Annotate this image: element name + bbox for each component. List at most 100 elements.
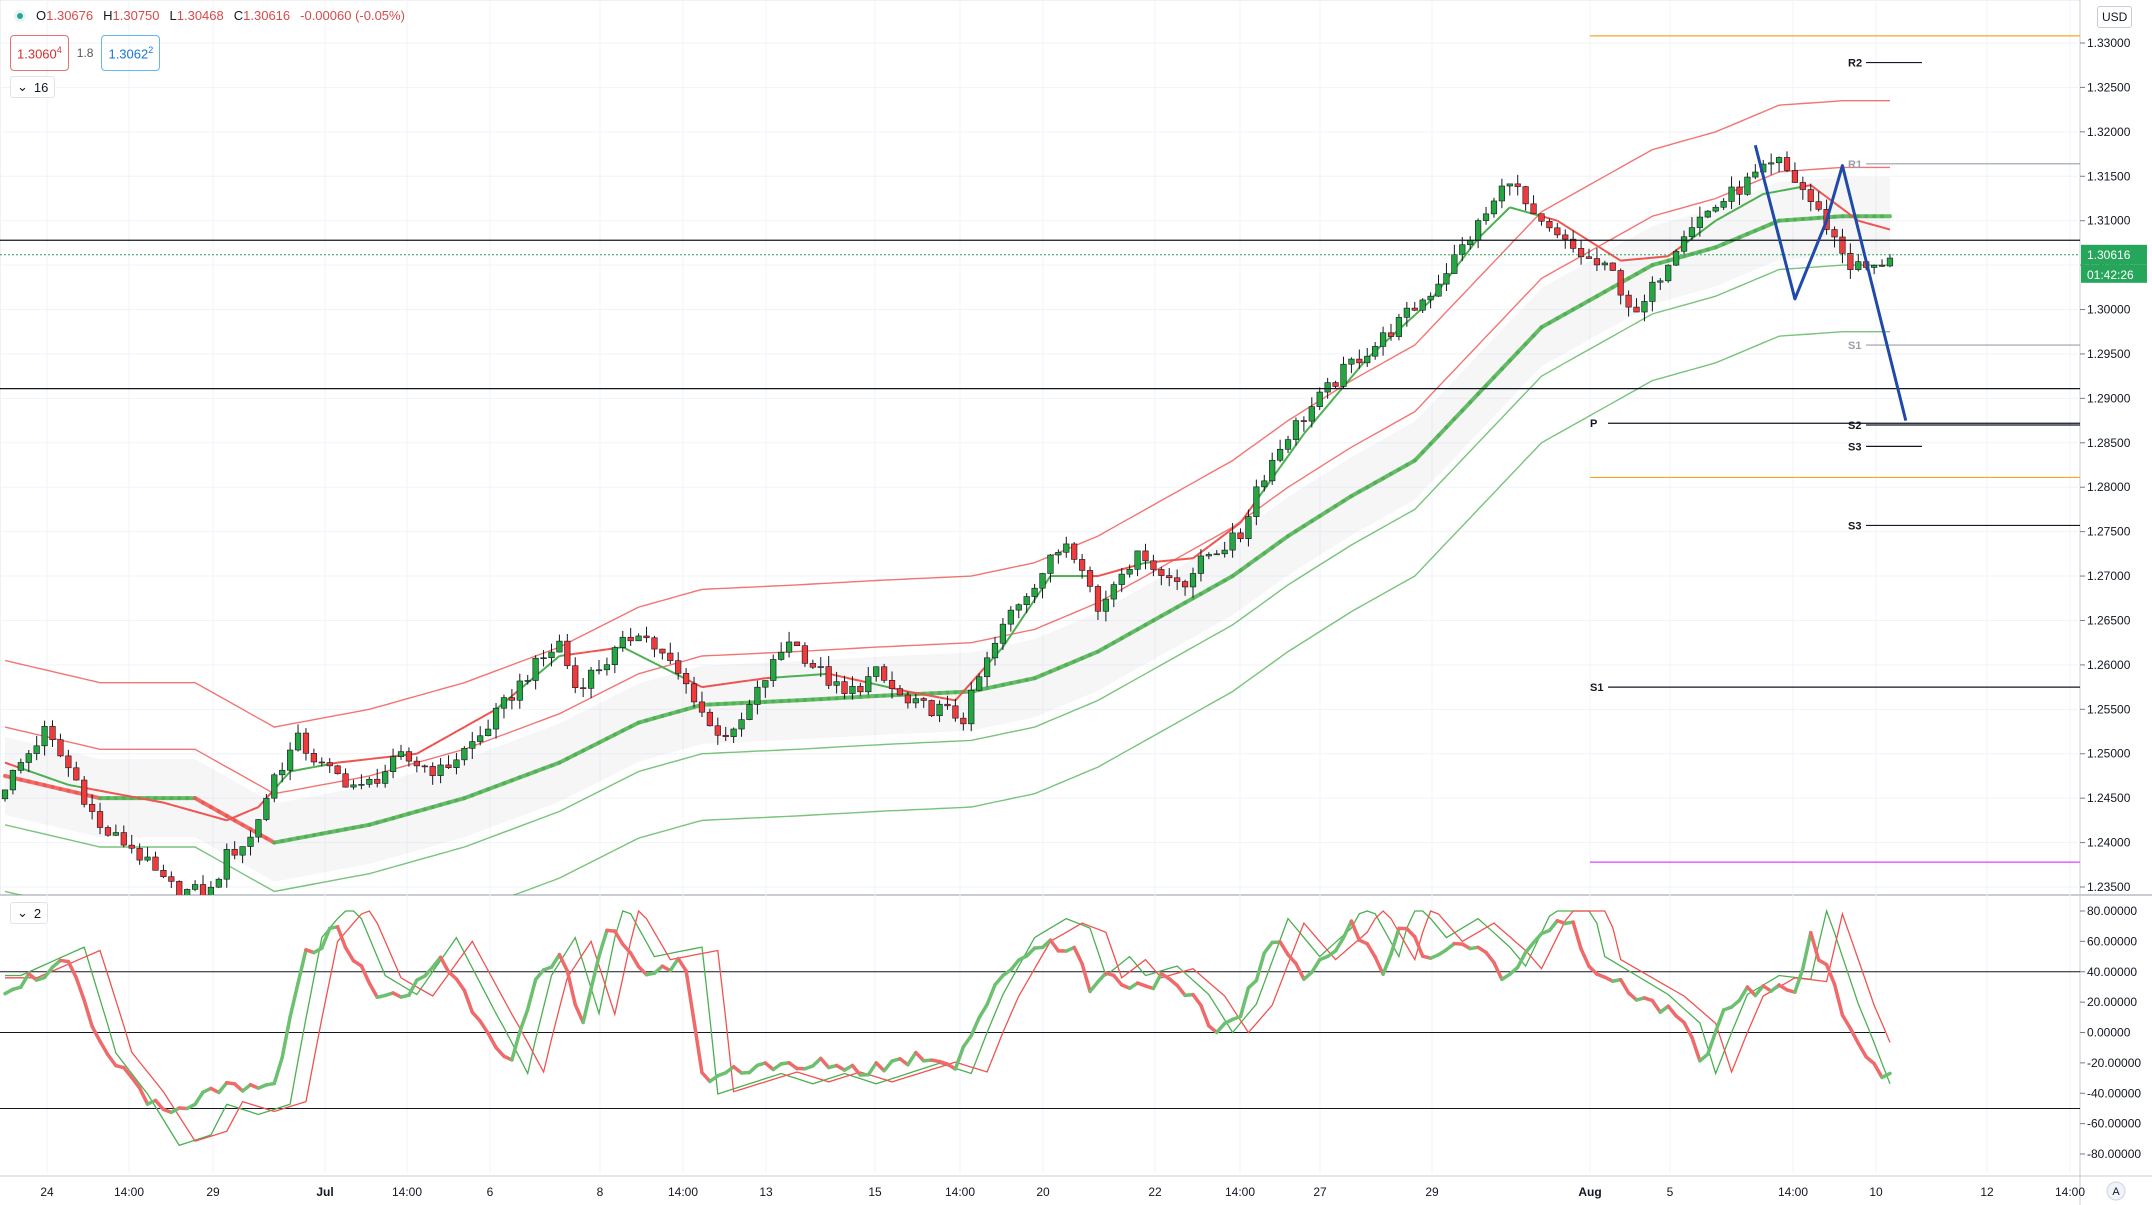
- candle-body: [25, 753, 32, 763]
- candle-body: [1443, 273, 1450, 285]
- osc-main-segment: [1151, 971, 1164, 991]
- time-axis-label: 14:00: [945, 1185, 975, 1199]
- osc-main-segment: [533, 968, 546, 982]
- candle-body: [778, 651, 785, 660]
- time-axis-label: 29: [206, 1185, 220, 1199]
- candle-body: [952, 705, 959, 719]
- candle-body: [1625, 294, 1632, 308]
- osc-main-segment: [628, 951, 641, 969]
- oscillator-collapse-button[interactable]: ⌄ 2: [10, 902, 49, 924]
- fast-ma-segment: [598, 648, 608, 652]
- fast-ma-segment: [155, 800, 164, 804]
- fast-ma-segment: [361, 758, 370, 761]
- candle-body: [405, 751, 413, 762]
- fast-ma-segment: [234, 812, 243, 818]
- candle-body: [1039, 573, 1046, 589]
- osc-main-segment: [557, 952, 570, 973]
- candle-body: [247, 836, 254, 847]
- fast-ma-segment: [836, 674, 845, 679]
- osc-main-segment: [1080, 962, 1092, 994]
- osc-main-segment: [1009, 958, 1021, 972]
- fast-ma-segment: [281, 770, 291, 782]
- osc-main-segment: [700, 1070, 712, 1084]
- fast-ma-segment: [1113, 568, 1122, 573]
- candle-body: [287, 749, 294, 771]
- candle-body: [57, 739, 64, 757]
- fast-ma-segment: [1493, 214, 1503, 224]
- osc-main-segment: [1523, 940, 1536, 955]
- fast-ma-segment: [68, 783, 77, 788]
- price-axis-label: 1.31000: [2087, 214, 2131, 228]
- osc-main-segment: [1492, 960, 1504, 982]
- osc-main-segment: [652, 964, 665, 975]
- candle-body: [374, 778, 381, 784]
- candle-body: [1261, 480, 1268, 488]
- candle-body: [279, 769, 286, 776]
- candle-body: [1340, 363, 1347, 387]
- candle-body: [983, 657, 991, 678]
- sell-button[interactable]: 1.30604: [10, 35, 69, 72]
- candle-body: [1229, 532, 1236, 551]
- fast-ma-segment: [250, 806, 259, 812]
- candle-body: [1665, 264, 1672, 282]
- candle-body: [1086, 570, 1094, 587]
- candle-body: [1799, 182, 1806, 190]
- fast-ma-segment: [1865, 221, 1875, 227]
- candle-body: [595, 669, 603, 672]
- price-axis-label: 1.23500: [2087, 880, 2131, 894]
- fast-ma-segment: [1738, 202, 1748, 209]
- osc-main-segment: [1547, 918, 1560, 933]
- candle-body: [263, 797, 270, 820]
- osc-main-segment: [42, 965, 55, 980]
- fast-ma-segment: [725, 681, 734, 685]
- auto-scale-button[interactable]: [2106, 1181, 2126, 1201]
- osc-main-segment: [977, 1002, 989, 1020]
- fast-ma-segment: [1833, 202, 1844, 210]
- osc-main-segment: [589, 954, 601, 991]
- candle-body: [1419, 299, 1426, 311]
- osc-main-segment: [969, 1015, 981, 1038]
- fast-ma-segment: [1192, 551, 1202, 560]
- price-axis-label: 1.24000: [2087, 836, 2131, 850]
- candle-body: [231, 849, 238, 856]
- candle-body: [1601, 262, 1608, 266]
- osc-main-segment: [549, 952, 562, 969]
- fast-ma-segment: [1216, 533, 1226, 542]
- fast-ma-segment: [91, 788, 101, 792]
- candle-body: [611, 647, 618, 665]
- osc-main-segment: [90, 1024, 102, 1044]
- osc-main-segment: [1690, 1035, 1702, 1063]
- fast-ma-segment: [1746, 197, 1756, 204]
- pivot-label: R2: [1848, 58, 1862, 70]
- osc-axis-label: 80.00000: [2087, 904, 2137, 918]
- projection-path: [1753, 144, 1908, 421]
- candle-body: [1063, 543, 1070, 553]
- candle-body: [1379, 332, 1387, 347]
- candle-body: [516, 680, 523, 701]
- candle-body: [310, 753, 317, 763]
- fast-ma-segment: [1509, 206, 1518, 211]
- candle-body: [112, 832, 119, 836]
- fast-ma-segment: [242, 809, 251, 815]
- candle-body: [1633, 306, 1640, 313]
- osc-main-segment: [1254, 951, 1267, 983]
- fast-ma-segment: [923, 693, 932, 697]
- candle-body: [492, 707, 500, 730]
- buy-button[interactable]: 1.30622: [101, 35, 161, 72]
- indicators-collapse-button[interactable]: ⌄ 16: [10, 76, 56, 98]
- candle-body: [1657, 280, 1664, 283]
- time-axis-label: 15: [868, 1185, 882, 1199]
- candle-body: [271, 774, 278, 799]
- candle-body: [841, 681, 848, 694]
- osc-main-segment: [66, 959, 79, 980]
- fast-ma-segment: [1105, 570, 1115, 575]
- candle-body: [857, 685, 864, 693]
- candle-body: [1007, 609, 1014, 625]
- fast-ma-segment: [661, 666, 671, 673]
- candle-body: [1427, 295, 1434, 301]
- candle-body: [382, 771, 389, 784]
- currency-selector[interactable]: USD: [2097, 6, 2133, 28]
- osc-main-segment: [906, 1050, 918, 1067]
- fast-ma-segment: [1232, 521, 1242, 530]
